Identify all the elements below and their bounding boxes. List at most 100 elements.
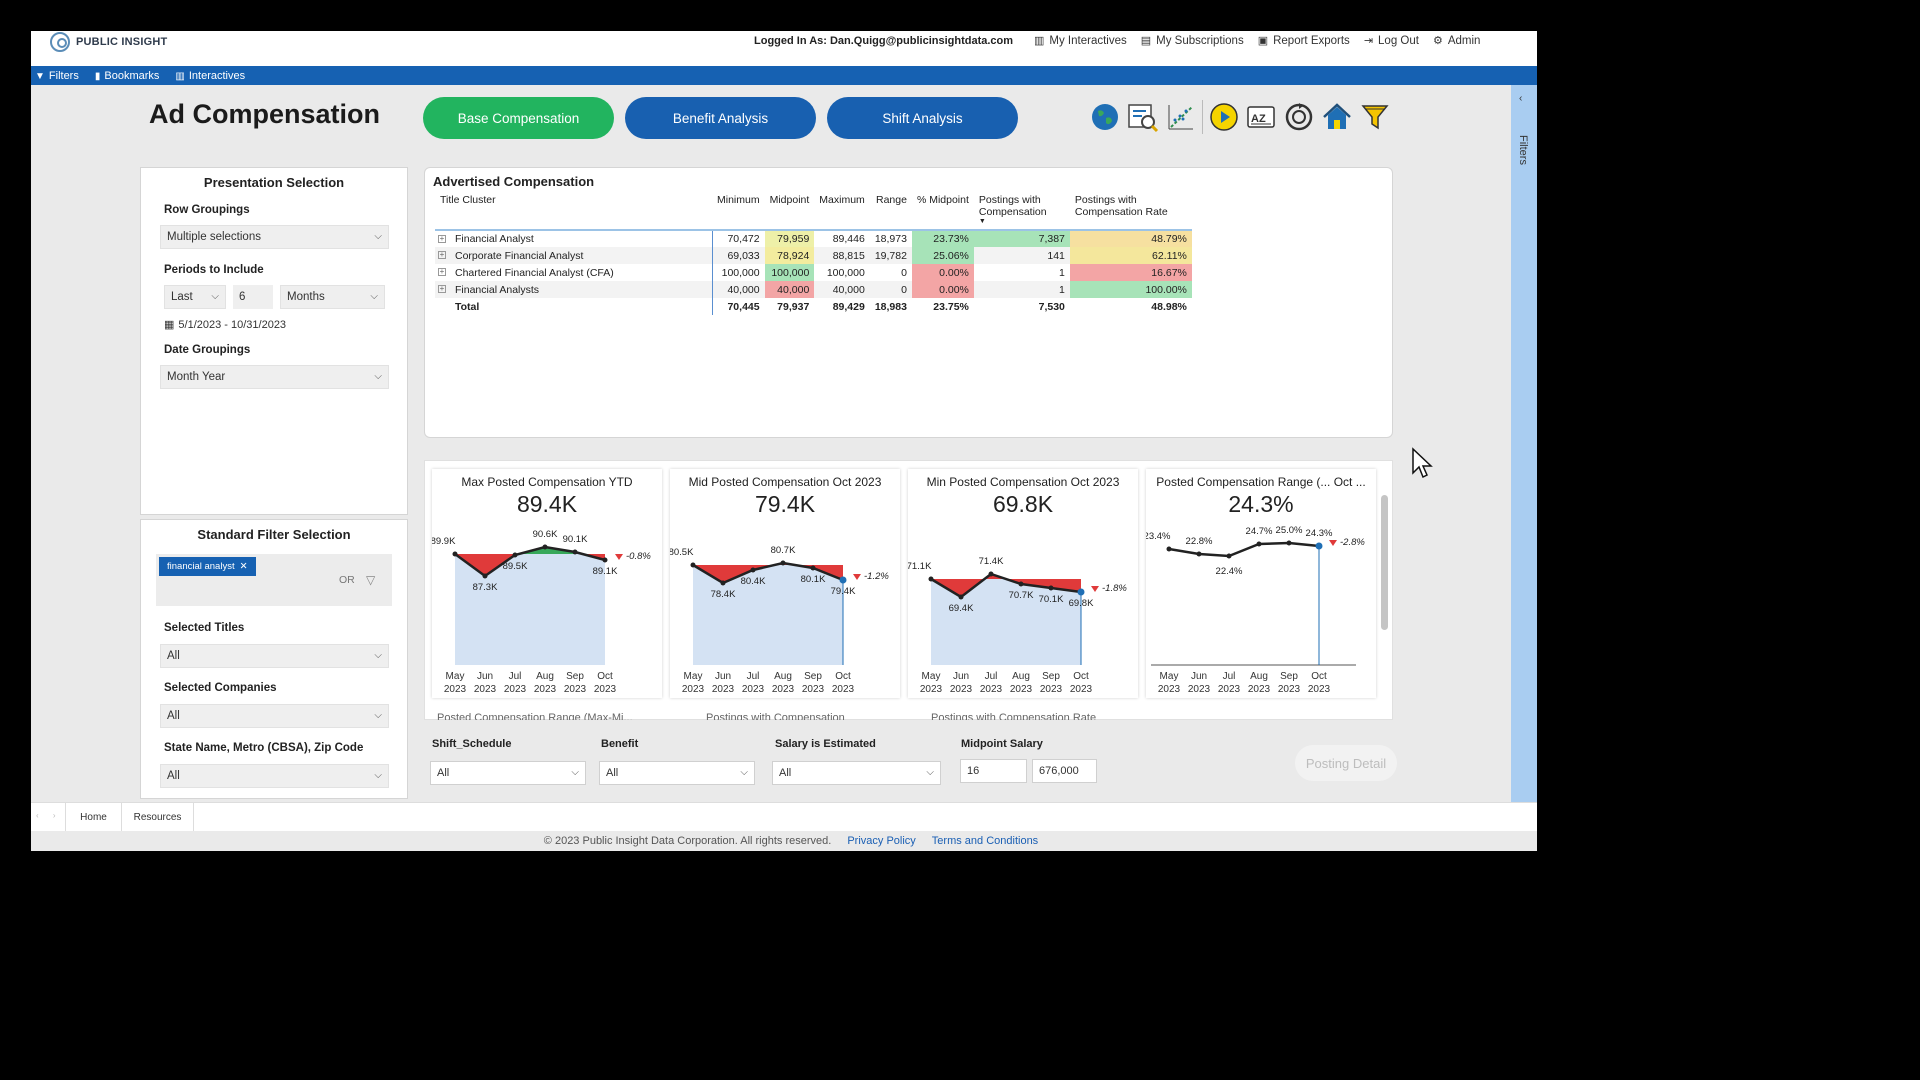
data-point [958,594,964,600]
admin-link[interactable]: ⚙ Admin [1432,35,1481,47]
expand-icon[interactable]: + [438,234,446,243]
logged-in-text: Logged In As: Dan.Quigg@publicinsightdat… [754,35,1014,47]
sort-az-icon[interactable]: AZ [1244,100,1278,134]
kpi-card[interactable]: Max Posted Compensation YTD 89.4K 89.9K 87.… [432,469,662,698]
col-maximum[interactable]: Maximum [819,194,865,206]
terms-link[interactable]: Terms and Conditions [931,835,1039,847]
delta-label: -2.8% [1340,537,1365,548]
compensation-table: Title Cluster Minimum Midpoint Maximum R… [435,194,1192,315]
tab-base-compensation[interactable]: Base Compensation [423,97,614,139]
play-icon[interactable] [1202,100,1240,134]
col-pct-midpoint[interactable]: % Midpoint [916,194,969,206]
period-mode-dropdown[interactable]: Last ⌵ [164,285,226,309]
area-fill [693,563,843,665]
selected-companies-dropdown[interactable]: All ⌵ [160,704,389,728]
bar-chart-icon: ▥ [1034,35,1045,47]
date-groupings-dropdown[interactable]: Month Year ⌵ [160,365,389,389]
kpi-card[interactable]: Min Posted Compensation Oct 2023 69.8K 71.… [908,469,1138,698]
filter-icon[interactable]: ▽ [366,573,376,587]
col-minimum[interactable]: Minimum [717,194,760,206]
month-tick-label: Aug [536,671,554,682]
series-line [1168,541,1320,558]
period-count-input[interactable]: 6 [233,285,273,309]
kpi-value: 89.4K [516,491,578,517]
table-row[interactable]: + Financial Analyst 70,472 79,959 89,446 18,9… [435,230,1192,247]
bookmarks-button[interactable]: ▮ Bookmarks [94,69,160,82]
filter-chip[interactable]: financial analyst ✕ [159,557,256,576]
funnel-icon[interactable] [1358,100,1392,134]
postings-cell: 1 [973,281,1070,298]
month-tick-label: Jul [747,671,760,682]
bar-chart-icon: ▥ [175,70,185,82]
chevron-left-icon[interactable]: ‹ [1519,93,1523,104]
log-out-link[interactable]: ⇥ Log Out [1363,35,1419,47]
geo-dropdown[interactable]: All ⌵ [160,764,389,788]
col-midpoint[interactable]: Midpoint [769,194,810,206]
tab-benefit-analysis[interactable]: Benefit Analysis [625,97,816,139]
my-subscriptions-link[interactable]: ▤ My Subscriptions [1140,35,1244,47]
data-label: 70.1K [1039,594,1064,605]
filter-chip-area[interactable]: financial analyst ✕ OR ▽ [156,554,392,606]
data-point [839,576,847,584]
globe-icon[interactable] [1088,100,1122,134]
col-range[interactable]: Range [875,194,907,206]
page-tab-resources[interactable]: Resources [122,803,194,831]
shift-schedule-dropdown[interactable]: All ⌵ [430,761,586,785]
filters-pane-collapsed[interactable]: ‹ Filters [1511,85,1537,802]
date-range[interactable]: ▦ 5/1/2023 - 10/31/2023 [164,319,287,331]
year-tick-label: 2023 [682,684,705,695]
filters-button[interactable]: ▼ Filters [35,69,79,82]
col-title-cluster[interactable]: Title Cluster [440,194,496,206]
midpoint-min-input[interactable]: 16 [960,759,1027,783]
year-tick-label: 2023 [474,684,497,695]
close-icon[interactable]: ✕ [239,561,248,572]
delta-label: -1.8% [1102,583,1127,594]
scrollbar[interactable] [1381,495,1388,630]
page-nav-arrows[interactable]: ‹ › [36,811,62,820]
salary-estimated-dropdown[interactable]: All ⌵ [772,761,941,785]
tab-shift-analysis[interactable]: Shift Analysis [827,97,1018,139]
table-row[interactable]: + Financial Analysts 40,000 40,000 40,000 0 0.… [435,281,1192,298]
data-label: 89.9K [432,536,456,547]
peek-title: Posted Compensation Range (Max-Mi... [437,712,633,720]
kpi-card[interactable]: Mid Posted Compensation Oct 2023 79.4K 80.… [670,469,900,698]
kpi-title: Mid Posted Compensation Oct 2023 [688,475,882,489]
delta-down-icon [853,574,861,580]
peek-title: Postings with Compensation [706,712,845,720]
scatter-chart-icon[interactable] [1164,100,1198,134]
kpi-card[interactable]: Posted Compensation Range (... Oct ... 24… [1146,469,1376,698]
home-icon[interactable] [1320,100,1354,134]
expand-icon[interactable]: + [438,284,446,293]
report-exports-link[interactable]: ▣ Report Exports [1257,35,1350,47]
header-links: ▥ My Interactives ▤ My Subscriptions ▣ Repo… [1034,34,1480,47]
row-groupings-dropdown[interactable]: Multiple selections ⌵ [160,225,389,249]
pct_mid-cell: 25.06% [911,247,974,264]
expand-icon[interactable]: + [438,267,446,276]
month-tick-label: Aug [1250,671,1268,682]
my-interactives-link[interactable]: ▥ My Interactives [1034,35,1127,47]
month-tick-label: Aug [1012,671,1030,682]
posting-detail-button[interactable]: Posting Detail [1295,745,1397,781]
month-tick-label: Jun [1191,671,1207,682]
table-row[interactable]: + Corporate Financial Analyst 69,033 78,924… [435,247,1192,264]
page-tab-home[interactable]: Home [65,803,122,831]
logo[interactable]: PUBLIC INSIGHT [50,31,167,53]
refresh-icon[interactable] [1282,100,1316,134]
data-label: 79.4K [831,586,856,597]
search-report-icon[interactable] [1126,100,1160,134]
period-unit-dropdown[interactable]: Months ⌵ [280,285,385,309]
table-row[interactable]: + Chartered Financial Analyst (CFA) 100,00… [435,264,1192,281]
benefit-dropdown[interactable]: All ⌵ [599,761,755,785]
privacy-policy-link[interactable]: Privacy Policy [847,835,916,847]
data-point [572,549,578,555]
col-postings-rate[interactable]: Postings with Compensation Rate [1074,194,1168,218]
kpi-scroll-area[interactable]: Max Posted Compensation YTD 89.4K 89.9K 87.… [424,460,1393,720]
chevron-down-icon: ⌵ [374,710,382,721]
col-postings[interactable]: Postings with Compensation ▼ [974,194,1070,230]
expand-icon[interactable]: + [438,250,446,259]
data-point [988,571,994,577]
midpoint-max-input[interactable]: 676,000 [1032,759,1097,783]
interactives-button[interactable]: ▥ Interactives [175,69,246,82]
selected-titles-dropdown[interactable]: All ⌵ [160,644,389,668]
data-point [602,557,608,563]
